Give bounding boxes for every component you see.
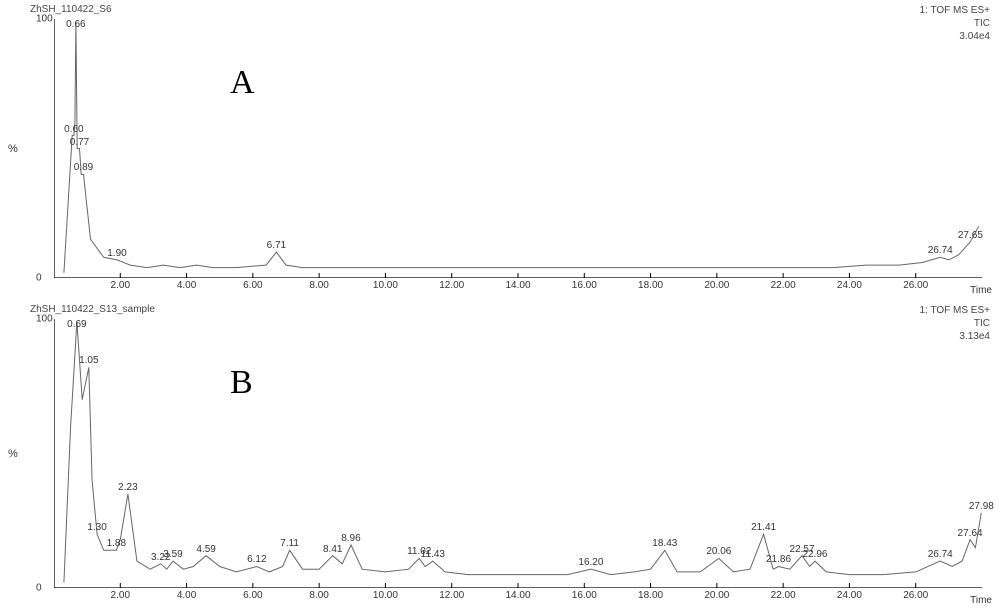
chromatogram-panel-b: ZhSH_110422_S13_sample 1: TOF MS ES+ TIC… [30,304,990,604]
x-tick-label: 8.00 [309,280,328,291]
peak-label: 8.96 [341,533,360,544]
peak-label: 20.06 [706,546,731,557]
peak-label: 27.98 [969,501,994,512]
x-tick-label: 14.00 [505,280,530,291]
x-tick-label: 10.00 [373,590,398,601]
x-tick-label: 26.00 [903,590,928,601]
peak-label: 1.88 [107,538,126,549]
peak-label: 21.41 [751,522,776,533]
peak-label: 0.66 [66,19,85,30]
peak-label: 7.11 [280,538,299,549]
peak-label: 16.20 [578,557,603,568]
peak-label: 0.60 [64,124,83,135]
x-tick-label: 12.00 [439,590,464,601]
peak-label: 1.30 [87,522,106,533]
peak-label: 11.43 [421,549,445,560]
x-tick-label: 22.00 [771,280,796,291]
plot-area: 01002.004.006.008.0010.0012.0014.0016.00… [54,319,982,588]
y-tick-label: 100 [36,14,53,25]
y-axis-label: % [8,448,18,460]
x-tick-label: 22.00 [771,590,796,601]
x-tick-label: 20.00 [704,280,729,291]
peak-label: 0.89 [74,162,93,173]
x-axis-label: Time [970,595,992,606]
y-axis-label: % [8,143,18,155]
x-tick-label: 10.00 [373,280,398,291]
x-tick-label: 24.00 [837,280,862,291]
x-tick-label: 12.00 [439,280,464,291]
peak-label: 0.77 [70,137,89,148]
x-tick-label: 24.00 [837,590,862,601]
peak-label: 6.71 [267,240,286,251]
peak-label: 4.59 [196,544,215,555]
meta-line-1: 1: TOF MS ES+ [920,304,991,317]
peak-label: 22.96 [802,549,827,560]
peak-label: 1.05 [79,355,98,366]
peak-label: 3.59 [163,549,182,560]
y-tick-label: 0 [36,583,42,594]
x-tick-label: 6.00 [243,590,262,601]
x-tick-label: 8.00 [309,590,328,601]
peak-label: 0.69 [67,319,86,330]
peak-label: 27.64 [958,528,983,539]
peak-label: 2.23 [118,482,137,493]
y-tick-label: 0 [36,273,42,284]
peak-label: 26.74 [928,245,953,256]
peak-label: 27.65 [958,230,983,241]
y-tick-label: 100 [36,314,53,325]
x-tick-label: 18.00 [638,280,663,291]
x-tick-label: 4.00 [177,590,196,601]
x-tick-label: 4.00 [177,280,196,291]
x-axis-label: Time [970,285,992,296]
peak-label: 1.90 [107,248,126,259]
x-tick-label: 14.00 [505,590,530,601]
x-tick-label: 2.00 [111,280,130,291]
peak-label: 18.43 [652,538,677,549]
x-tick-label: 16.00 [572,280,597,291]
x-tick-label: 26.00 [903,280,928,291]
peak-label: 6.12 [247,554,266,565]
x-tick-label: 6.00 [243,280,262,291]
plot-area: 01002.004.006.008.0010.0012.0014.0016.00… [54,19,982,278]
x-tick-label: 16.00 [572,590,597,601]
peak-label: 21.86 [766,554,791,565]
peak-label: 8.41 [323,544,342,555]
meta-line-1: 1: TOF MS ES+ [920,4,991,17]
x-tick-label: 2.00 [111,590,130,601]
peak-label: 26.74 [928,549,953,560]
x-tick-label: 18.00 [638,590,663,601]
x-tick-label: 20.00 [704,590,729,601]
chromatogram-panel-a: ZhSH_110422_S6 1: TOF MS ES+ TIC 3.04e4 … [30,4,990,294]
